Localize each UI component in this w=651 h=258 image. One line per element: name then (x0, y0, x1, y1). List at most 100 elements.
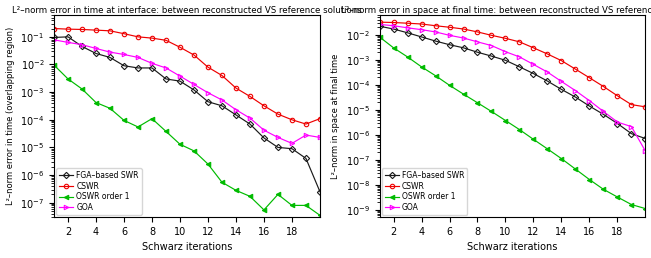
GOA (176, 75, 184, 78)
FGA–based SWR (302, 157, 310, 160)
OSWR order 1 (246, 195, 254, 198)
OSWR order 1 (432, 74, 439, 77)
FGA–based SWR (445, 43, 453, 46)
GOA (64, 41, 72, 44)
GOA (432, 30, 439, 34)
FGA–based SWR (501, 59, 509, 62)
OSWR order 1 (218, 181, 226, 184)
OSWR order 1 (204, 163, 212, 166)
OSWR order 1 (473, 101, 481, 104)
FGA–based SWR (246, 123, 254, 126)
GOA (190, 83, 198, 86)
GOA (288, 142, 296, 145)
OSWR order 1 (641, 207, 649, 210)
CSWR (302, 123, 310, 126)
CSWR (641, 105, 649, 108)
GOA (204, 91, 212, 94)
OSWR order 1 (288, 204, 296, 207)
X-axis label: Schwarz iterations: Schwarz iterations (467, 243, 558, 252)
CSWR (473, 30, 481, 34)
OSWR order 1 (488, 110, 495, 113)
FGA–based SWR (120, 64, 128, 67)
GOA (106, 51, 114, 54)
FGA–based SWR (389, 27, 397, 30)
OSWR order 1 (585, 178, 593, 181)
OSWR order 1 (106, 107, 114, 110)
CSWR (106, 29, 114, 33)
FGA–based SWR (544, 79, 551, 83)
GOA (274, 136, 282, 139)
GOA (218, 99, 226, 102)
FGA–based SWR (316, 190, 324, 193)
FGA–based SWR (613, 122, 621, 125)
CSWR (134, 35, 142, 38)
GOA (232, 108, 240, 111)
FGA–based SWR (204, 100, 212, 103)
OSWR order 1 (302, 204, 310, 207)
CSWR (288, 118, 296, 121)
CSWR (445, 26, 453, 29)
GOA (473, 40, 481, 43)
OSWR order 1 (628, 203, 635, 206)
FGA–based SWR (572, 95, 579, 99)
FGA–based SWR (557, 88, 565, 91)
Legend: FGA–based SWR, CSWR, OSWR order 1, GOA: FGA–based SWR, CSWR, OSWR order 1, GOA (382, 168, 467, 215)
OSWR order 1 (389, 46, 397, 49)
GOA (445, 34, 453, 37)
GOA (628, 125, 635, 128)
Y-axis label: L²–norm in space at final time: L²–norm in space at final time (331, 54, 340, 179)
CSWR (516, 40, 523, 43)
CSWR (260, 104, 268, 107)
CSWR (432, 24, 439, 27)
CSWR (488, 34, 495, 37)
CSWR (376, 21, 383, 24)
FGA–based SWR (232, 113, 240, 116)
FGA–based SWR (148, 66, 156, 69)
FGA–based SWR (473, 51, 481, 54)
Legend: FGA–based SWR, CSWR, OSWR order 1, GOA: FGA–based SWR, CSWR, OSWR order 1, GOA (57, 168, 142, 215)
CSWR (50, 27, 58, 30)
CSWR (389, 21, 397, 24)
FGA–based SWR (404, 31, 411, 34)
GOA (134, 56, 142, 59)
OSWR order 1 (134, 125, 142, 128)
FGA–based SWR (176, 79, 184, 83)
OSWR order 1 (516, 128, 523, 131)
GOA (557, 80, 565, 83)
GOA (544, 71, 551, 74)
GOA (50, 38, 58, 41)
FGA–based SWR (288, 147, 296, 150)
CSWR (64, 28, 72, 31)
CSWR (501, 37, 509, 40)
GOA (92, 47, 100, 50)
CSWR (572, 68, 579, 71)
Line: OSWR order 1: OSWR order 1 (378, 35, 648, 211)
FGA–based SWR (516, 65, 523, 68)
OSWR order 1 (176, 143, 184, 146)
CSWR (232, 86, 240, 90)
GOA (417, 28, 425, 31)
CSWR (417, 22, 425, 26)
FGA–based SWR (488, 54, 495, 58)
GOA (585, 99, 593, 102)
FGA–based SWR (64, 35, 72, 38)
GOA (641, 150, 649, 153)
OSWR order 1 (92, 101, 100, 104)
FGA–based SWR (641, 137, 649, 140)
Y-axis label: L²–norm error in time (overlapping region): L²–norm error in time (overlapping regio… (6, 27, 14, 205)
FGA–based SWR (78, 45, 86, 48)
FGA–based SWR (417, 35, 425, 38)
GOA (376, 23, 383, 26)
GOA (120, 53, 128, 56)
CSWR (120, 32, 128, 35)
GOA (302, 133, 310, 136)
FGA–based SWR (628, 132, 635, 135)
CSWR (316, 117, 324, 120)
FGA–based SWR (134, 66, 142, 69)
CSWR (628, 103, 635, 106)
FGA–based SWR (106, 56, 114, 59)
Line: CSWR: CSWR (52, 26, 322, 126)
OSWR order 1 (120, 119, 128, 122)
CSWR (190, 53, 198, 57)
FGA–based SWR (585, 104, 593, 108)
